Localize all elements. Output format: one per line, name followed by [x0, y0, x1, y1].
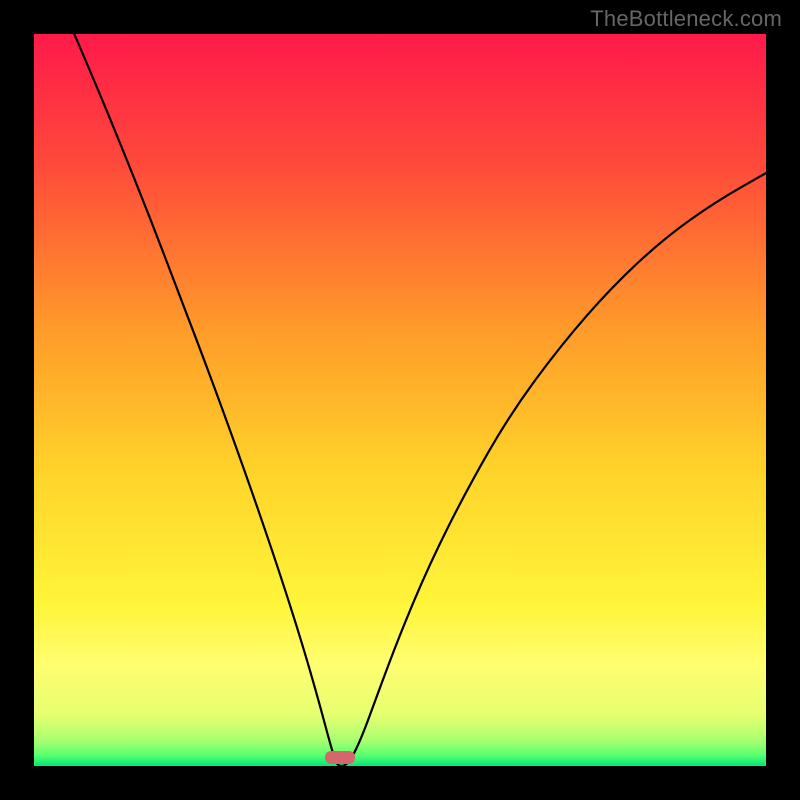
curve-path [74, 34, 766, 766]
plot-area [34, 34, 766, 766]
watermark-text: TheBottleneck.com [590, 6, 782, 32]
bottleneck-curve [34, 34, 766, 766]
optimal-marker [325, 751, 355, 764]
chart-frame: TheBottleneck.com [0, 0, 800, 800]
